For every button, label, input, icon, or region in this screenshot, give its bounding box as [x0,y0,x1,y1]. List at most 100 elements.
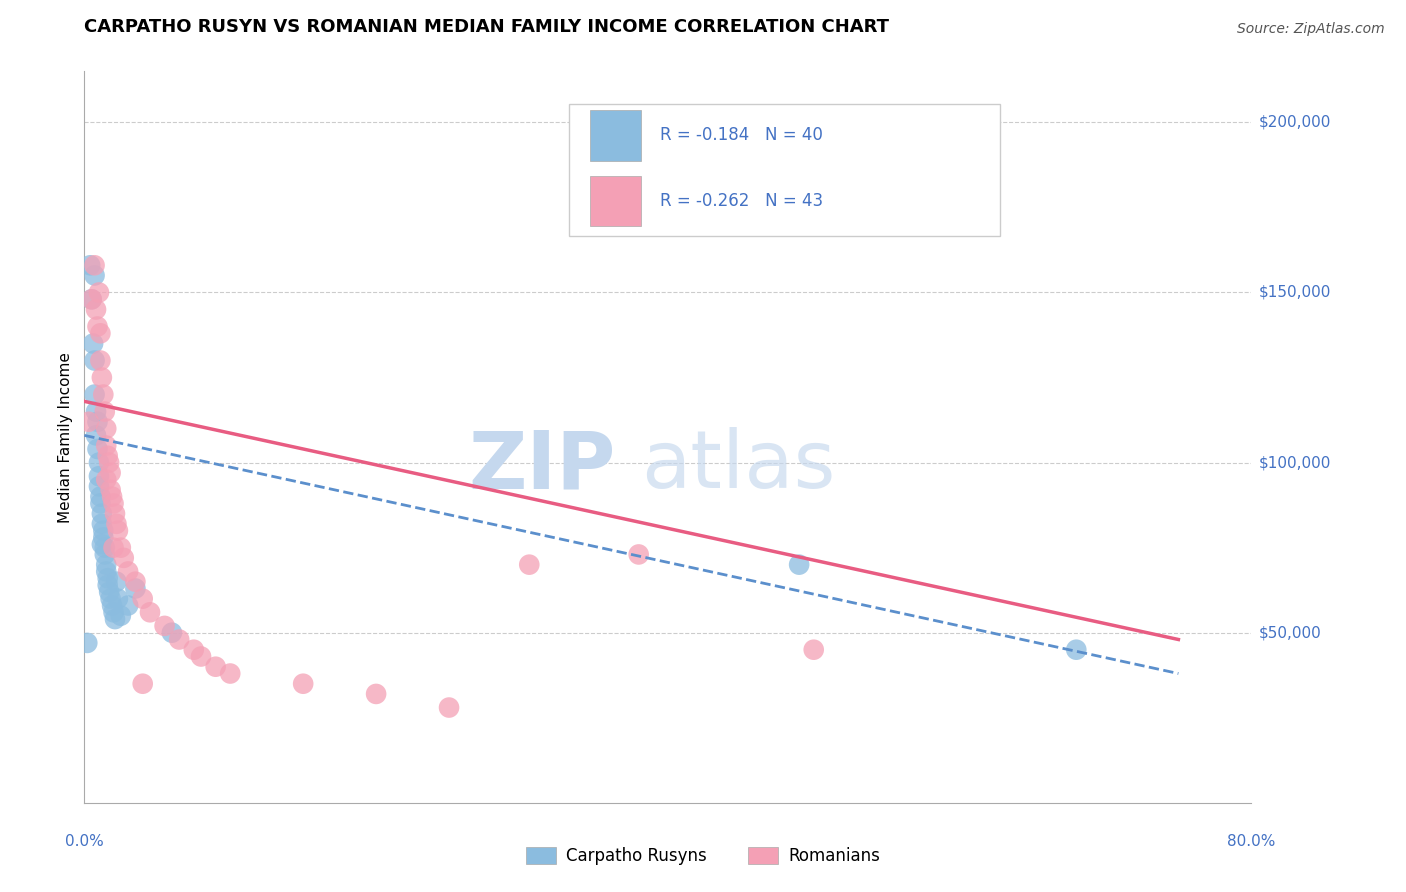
Point [91,531,114,545]
Text: $200,000: $200,000 [1258,115,1330,130]
Text: atlas: atlas [641,427,835,506]
Text: 80.0%: 80.0% [1227,834,1275,849]
Point [107,524,129,538]
Point [76,636,98,650]
Point [132,591,155,606]
Point [90,516,112,531]
Point [82,336,104,351]
Point [100,591,122,606]
Point [77,415,100,429]
Point [80,293,103,307]
Point [83,353,105,368]
Point [97,449,120,463]
FancyBboxPatch shape [589,110,641,161]
Text: $100,000: $100,000 [1258,455,1330,470]
Point [107,591,129,606]
Point [96,439,118,453]
Point [101,599,124,613]
Point [366,687,388,701]
FancyBboxPatch shape [589,176,641,227]
Point [89,353,111,368]
Point [94,541,117,555]
Point [89,496,111,510]
Point [167,632,190,647]
Point [98,456,121,470]
Point [105,516,128,531]
Point [110,541,132,555]
Point [83,387,105,401]
Point [87,479,110,493]
Point [117,565,139,579]
Point [100,483,122,497]
Point [87,469,110,483]
Point [1066,642,1088,657]
Point [803,642,825,657]
Y-axis label: Median Family Income: Median Family Income [58,351,73,523]
Point [103,605,125,619]
FancyBboxPatch shape [568,104,1001,235]
Point [292,677,315,691]
Point [84,428,107,442]
Point [101,490,124,504]
Point [96,421,118,435]
Point [787,558,810,572]
Point [104,612,127,626]
Point [110,608,132,623]
Point [104,507,127,521]
Point [97,578,120,592]
Text: ZIP: ZIP [468,427,616,506]
Point [94,548,117,562]
Point [83,268,105,283]
Text: 0.0%: 0.0% [65,834,104,849]
Point [96,473,118,487]
Point [517,558,540,572]
Point [103,496,125,510]
Point [132,677,155,691]
Legend: Carpatho Rusyns, Romanians: Carpatho Rusyns, Romanians [519,840,887,872]
Point [91,524,114,538]
Text: CARPATHO RUSYN VS ROMANIAN MEDIAN FAMILY INCOME CORRELATION CHART: CARPATHO RUSYN VS ROMANIAN MEDIAN FAMILY… [84,18,890,36]
Point [100,466,122,480]
Point [139,605,162,619]
Point [89,326,111,341]
Point [91,387,114,401]
Point [105,574,128,589]
Text: Source: ZipAtlas.com: Source: ZipAtlas.com [1237,22,1385,37]
Point [124,582,146,596]
Point [112,550,135,565]
Point [103,541,125,555]
Point [89,490,111,504]
Point [97,571,120,585]
Point [84,302,107,317]
Text: R = -0.184   N = 40: R = -0.184 N = 40 [659,127,823,145]
Point [160,625,183,640]
Text: $150,000: $150,000 [1258,285,1330,300]
Point [190,649,212,664]
Point [83,258,105,272]
Point [90,537,112,551]
Point [183,642,205,657]
Point [86,442,108,456]
Point [86,415,108,429]
Point [84,404,107,418]
Point [87,456,110,470]
Point [96,558,118,572]
Text: R = -0.262   N = 43: R = -0.262 N = 43 [659,192,823,211]
Point [80,293,103,307]
Point [87,285,110,300]
Point [90,370,112,384]
Point [117,599,139,613]
Point [124,574,146,589]
Point [90,507,112,521]
Point [98,585,121,599]
Point [96,565,118,579]
Point [79,258,101,272]
Point [437,700,460,714]
Point [627,548,650,562]
Point [94,404,117,418]
Point [86,319,108,334]
Point [204,659,226,673]
Point [219,666,242,681]
Text: $50,000: $50,000 [1258,625,1322,640]
Point [153,619,176,633]
